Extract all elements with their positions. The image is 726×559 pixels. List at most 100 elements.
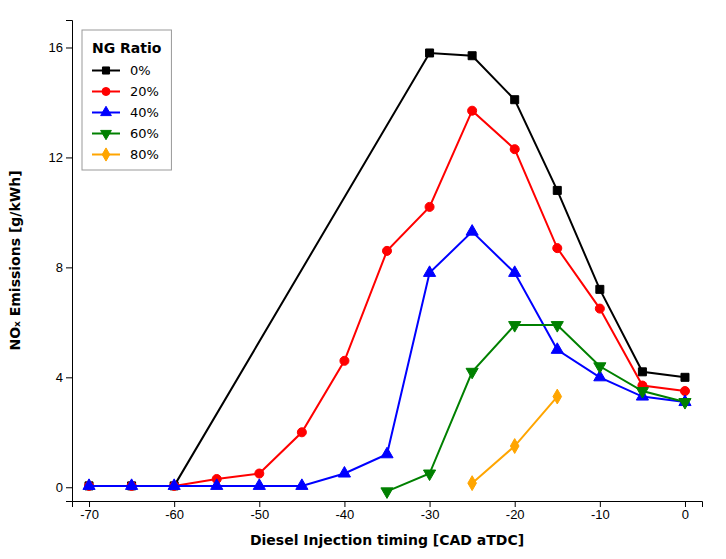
tick: 0 <box>56 480 72 495</box>
legend-symbol <box>102 67 109 74</box>
marker <box>510 145 519 154</box>
marker <box>553 244 562 253</box>
marker <box>636 388 648 399</box>
marker <box>468 52 476 60</box>
tick-mark <box>174 501 175 507</box>
marker <box>253 479 265 490</box>
tick-mark <box>685 501 686 507</box>
marker <box>297 428 306 437</box>
tick-mark <box>66 487 72 488</box>
line <box>89 111 685 486</box>
marker <box>423 470 435 481</box>
tick-label: 16 <box>49 40 63 55</box>
legend: NG Ratio 0% 20% 40% 60% 80% <box>82 30 171 170</box>
tick-mark <box>66 267 72 268</box>
legend-label: 60% <box>130 126 159 141</box>
marker <box>83 479 95 490</box>
y-axis-title: NOₓ Emissions [g/kWh] <box>7 170 23 350</box>
chart: -70-60-50-40-30-20-1000481216Diesel Inje… <box>0 0 726 559</box>
marker <box>468 476 477 491</box>
legend-title: NG Ratio <box>92 40 162 56</box>
series <box>468 389 562 490</box>
tick-label: -10 <box>591 507 610 522</box>
tick-label: -40 <box>336 507 355 522</box>
marker <box>595 304 604 313</box>
legend-label: 80% <box>130 147 159 162</box>
marker <box>551 343 563 354</box>
line <box>89 53 685 486</box>
marker <box>381 488 393 499</box>
legend-label: 20% <box>130 84 159 99</box>
legend-entry: 0% <box>92 63 151 78</box>
tick-mark <box>600 501 601 507</box>
tick-label: -30 <box>421 507 440 522</box>
tick: 16 <box>49 40 72 55</box>
tick-mark <box>66 377 72 378</box>
series <box>85 49 689 490</box>
tick-label: 12 <box>49 150 63 165</box>
marker <box>466 225 478 236</box>
tick: -20 <box>506 501 525 522</box>
series <box>83 225 691 490</box>
legend-entry: 60% <box>92 126 159 141</box>
tick: 12 <box>49 150 72 165</box>
legend-label: 40% <box>130 105 159 120</box>
tick-label: -60 <box>165 507 184 522</box>
legend-label: 0% <box>130 63 151 78</box>
y-axis-line <box>66 21 73 502</box>
marker <box>638 368 646 376</box>
legend-symbol <box>101 130 112 139</box>
tick-label: 4 <box>56 370 63 385</box>
marker <box>679 399 691 410</box>
marker <box>511 96 519 104</box>
tick: -40 <box>336 501 355 522</box>
tick-mark <box>430 501 431 507</box>
marker <box>168 479 180 490</box>
series <box>381 322 691 499</box>
x-axis-line <box>73 502 703 508</box>
marker <box>426 49 434 57</box>
marker <box>553 186 561 194</box>
marker <box>211 479 223 490</box>
tick-label: 0 <box>56 480 63 495</box>
series <box>85 106 690 490</box>
marker <box>381 447 393 458</box>
tick: 4 <box>56 370 72 385</box>
tick: 0 <box>682 501 689 522</box>
legend-box <box>82 30 171 170</box>
marker <box>510 439 519 454</box>
marker <box>594 363 606 374</box>
marker <box>551 322 563 333</box>
tick-label: -20 <box>506 507 525 522</box>
plot-area <box>83 49 691 498</box>
legend-entry: 80% <box>92 147 159 162</box>
tick-label: -70 <box>80 507 99 522</box>
marker <box>509 266 521 277</box>
marker <box>681 373 689 381</box>
tick-mark <box>89 501 90 507</box>
legend-entry: 40% <box>92 105 159 120</box>
line <box>89 232 685 486</box>
tick-label: -50 <box>250 507 269 522</box>
marker <box>509 322 521 333</box>
x-axis-title: Diesel Injection timing [CAD aTDC] <box>250 532 524 548</box>
tick-mark <box>259 501 260 507</box>
marker <box>340 356 349 365</box>
tick-mark <box>66 157 72 158</box>
tick: -10 <box>591 501 610 522</box>
y-axis: 0481216 <box>49 21 73 502</box>
tick-mark <box>344 501 345 507</box>
marker <box>296 479 308 490</box>
marker <box>382 246 391 255</box>
marker <box>338 466 350 477</box>
marker <box>596 285 604 293</box>
legend-symbol <box>102 88 110 96</box>
line <box>472 397 557 484</box>
marker <box>425 202 434 211</box>
tick: -50 <box>250 501 269 522</box>
marker <box>466 368 478 379</box>
tick: -70 <box>80 501 99 522</box>
marker <box>553 389 562 404</box>
marker <box>423 266 435 277</box>
legend-symbol <box>102 148 110 161</box>
